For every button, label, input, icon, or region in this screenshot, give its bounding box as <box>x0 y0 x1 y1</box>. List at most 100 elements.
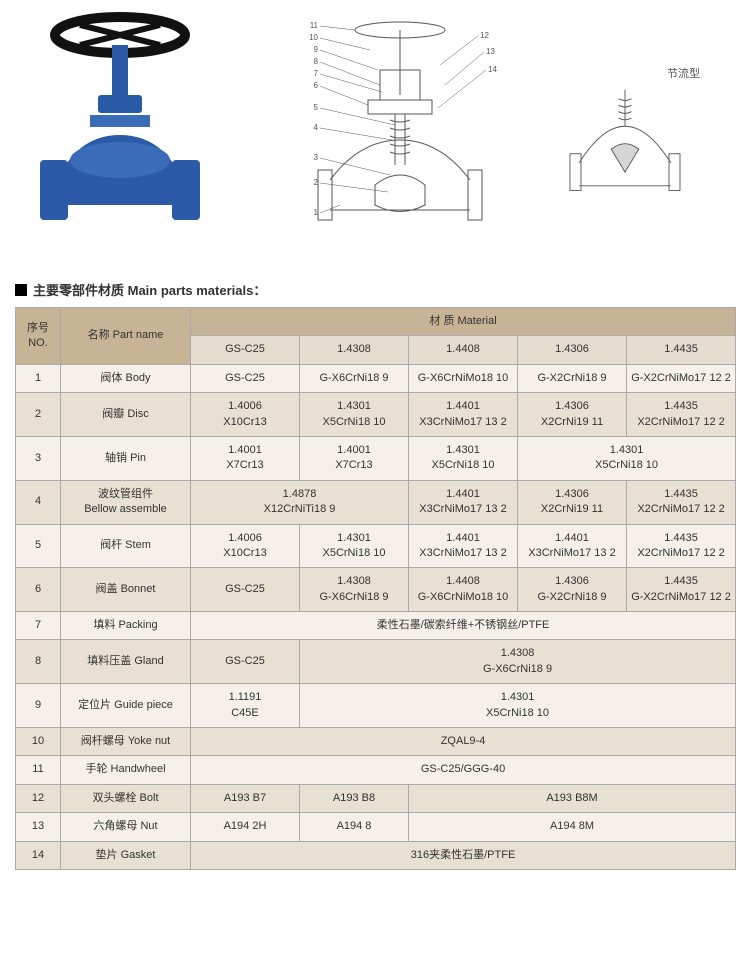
cell-no: 5 <box>16 524 61 568</box>
cell-material: 1.4401X3CrNiMo17 13 2 <box>409 393 518 437</box>
cell-material: A194 8M <box>409 813 736 841</box>
cell-no: 13 <box>16 813 61 841</box>
cell-partname: 波纹管组件Bellow assemble <box>61 480 191 524</box>
cell-no: 7 <box>16 612 61 640</box>
cell-material: A194 2H <box>191 813 300 841</box>
svg-text:11: 11 <box>310 21 319 30</box>
cell-material: ZQAL9-4 <box>191 728 736 756</box>
cell-partname: 阀盖 Bonnet <box>61 568 191 612</box>
cell-partname: 垫片 Gasket <box>61 841 191 869</box>
valve-small-svg <box>550 85 700 195</box>
cell-material: 1.4306X2CrNi19 11 <box>518 480 627 524</box>
table-row: 10阀杆螺母 Yoke nutZQAL9-4 <box>16 728 736 756</box>
cell-material: 1.4001X7Cr13 <box>300 436 409 480</box>
cell-material: 1.4306X2CrNi19 11 <box>518 393 627 437</box>
valve-section-diagram: 11 10 9 8 7 6 5 4 3 2 1 12 13 14 <box>240 10 530 250</box>
cell-material: 1.1191C45E <box>191 684 300 728</box>
cell-no: 6 <box>16 568 61 612</box>
cell-no: 8 <box>16 640 61 684</box>
section-square-icon <box>15 284 27 296</box>
cell-partname: 手轮 Handwheel <box>61 756 191 784</box>
cell-material: 1.4308G-X6CrNi18 9 <box>300 640 736 684</box>
table-row: 7填料 Packing柔性石墨/碳索纤维+不锈钢丝/PTFE <box>16 612 736 640</box>
valve-photo-svg <box>20 5 220 255</box>
cell-material: A193 B8M <box>409 784 736 812</box>
cell-material: 1.4435G-X2CrNiMo17 12 2 <box>627 568 736 612</box>
svg-text:6: 6 <box>314 81 319 90</box>
section-title: 主要零部件材质 Main parts materials： <box>0 280 750 307</box>
cell-material: GS-C25 <box>191 568 300 612</box>
throttling-label: 节流型 <box>550 65 700 85</box>
top-image-row: 11 10 9 8 7 6 5 4 3 2 1 12 13 14 节流型 <box>0 0 750 280</box>
cell-material: 1.4001X7Cr13 <box>191 436 300 480</box>
materials-table: 序号NO. 名称 Part name 材 质 Material GS-C251.… <box>15 307 736 870</box>
table-row: 6阀盖 BonnetGS-C251.4308G-X6CrNi18 91.4408… <box>16 568 736 612</box>
table-row: 5阀杆 Stem1.4006X10Cr131.4301X5CrNi18 101.… <box>16 524 736 568</box>
th-no: 序号NO. <box>16 308 61 365</box>
svg-text:1: 1 <box>314 208 319 217</box>
table-row: 11手轮 HandwheelGS-C25/GGG-40 <box>16 756 736 784</box>
cell-material: 1.4408G-X6CrNiMo18 10 <box>409 568 518 612</box>
table-row: 4波纹管组件Bellow assemble1.4878X12CrNiTi18 9… <box>16 480 736 524</box>
svg-text:3: 3 <box>314 153 319 162</box>
cell-material: 1.4401X3CrNiMo17 13 2 <box>409 524 518 568</box>
cell-material: 1.4006X10Cr13 <box>191 524 300 568</box>
section-title-text: 主要零部件材质 Main parts materials： <box>33 280 266 299</box>
table-row: 8填料压盖 GlandGS-C251.4308G-X6CrNi18 9 <box>16 640 736 684</box>
cell-material: 1.4878X12CrNiTi18 9 <box>191 480 409 524</box>
cell-material: G-X2CrNi18 9 <box>518 364 627 392</box>
cell-no: 4 <box>16 480 61 524</box>
cell-material: 1.4301X5CrNi18 10 <box>518 436 736 480</box>
cell-material: 1.4301X5CrNi18 10 <box>409 436 518 480</box>
th-material-col: 1.4306 <box>518 336 627 364</box>
svg-text:9: 9 <box>314 45 319 54</box>
cell-material: 1.4401X3CrNiMo17 13 2 <box>409 480 518 524</box>
cell-material: 1.4301X5CrNi18 10 <box>300 684 736 728</box>
cell-partname: 填料 Packing <box>61 612 191 640</box>
svg-text:12: 12 <box>480 31 489 40</box>
cell-partname: 六角螺母 Nut <box>61 813 191 841</box>
table-head: 序号NO. 名称 Part name 材 质 Material GS-C251.… <box>16 308 736 365</box>
cell-material: G-X6CrNiMo18 10 <box>409 364 518 392</box>
cell-material: 1.4306G-X2CrNi18 9 <box>518 568 627 612</box>
cell-partname: 双头螺栓 Bolt <box>61 784 191 812</box>
cell-partname: 填料压盖 Gland <box>61 640 191 684</box>
cell-material: GS-C25 <box>191 364 300 392</box>
svg-text:7: 7 <box>314 69 319 78</box>
cell-partname: 定位片 Guide piece <box>61 684 191 728</box>
cell-material: 1.4301X5CrNi18 10 <box>300 393 409 437</box>
table-row: 13六角螺母 NutA194 2HA194 8A194 8M <box>16 813 736 841</box>
cell-partname: 阀杆 Stem <box>61 524 191 568</box>
svg-text:2: 2 <box>314 178 319 187</box>
cell-partname: 阀杆螺母 Yoke nut <box>61 728 191 756</box>
th-material-col: GS-C25 <box>191 336 300 364</box>
cell-partname: 阀体 Body <box>61 364 191 392</box>
svg-text:4: 4 <box>314 123 319 132</box>
svg-text:13: 13 <box>486 47 495 56</box>
table-row: 1阀体 BodyGS-C25G-X6CrNi18 9G-X6CrNiMo18 1… <box>16 364 736 392</box>
cell-material: 1.4301X5CrNi18 10 <box>300 524 409 568</box>
cell-no: 1 <box>16 364 61 392</box>
cell-material: 1.4401X3CrNiMo17 13 2 <box>518 524 627 568</box>
cell-no: 10 <box>16 728 61 756</box>
cell-partname: 轴销 Pin <box>61 436 191 480</box>
svg-text:10: 10 <box>309 33 318 42</box>
cell-material: G-X2CrNiMo17 12 2 <box>627 364 736 392</box>
th-material-col: 1.4408 <box>409 336 518 364</box>
cell-material: G-X6CrNi18 9 <box>300 364 409 392</box>
th-material-col: 1.4435 <box>627 336 736 364</box>
table-row: 14垫片 Gasket316夹柔性石墨/PTFE <box>16 841 736 869</box>
valve-throttling-diagram: 节流型 <box>550 60 700 200</box>
cell-material: 1.4435X2CrNiMo17 12 2 <box>627 524 736 568</box>
cell-material: 1.4435X2CrNiMo17 12 2 <box>627 393 736 437</box>
cell-no: 2 <box>16 393 61 437</box>
cell-no: 12 <box>16 784 61 812</box>
valve-diagram-svg: 11 10 9 8 7 6 5 4 3 2 1 12 13 14 <box>240 10 530 250</box>
cell-material: A193 B7 <box>191 784 300 812</box>
th-partname: 名称 Part name <box>61 308 191 365</box>
table-row: 2阀瓣 Disc1.4006X10Cr131.4301X5CrNi18 101.… <box>16 393 736 437</box>
cell-material: GS-C25 <box>191 640 300 684</box>
svg-text:8: 8 <box>314 57 319 66</box>
cell-material: A194 8 <box>300 813 409 841</box>
th-material-col: 1.4308 <box>300 336 409 364</box>
